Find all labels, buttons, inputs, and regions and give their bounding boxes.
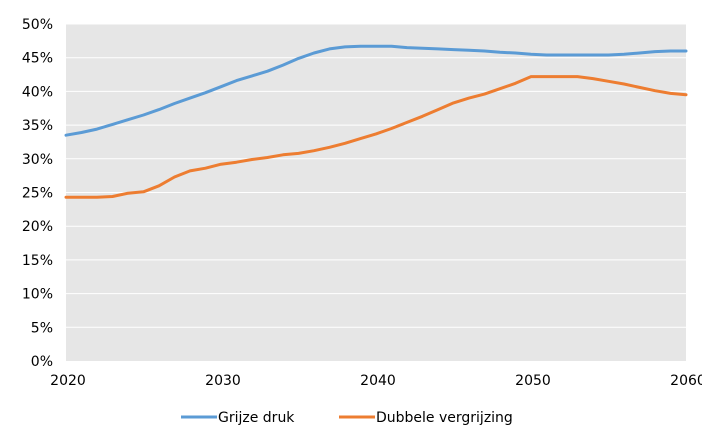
y-tick-label: 15% bbox=[22, 253, 53, 269]
y-tick-label: 20% bbox=[22, 219, 53, 235]
y-tick-label: 35% bbox=[22, 118, 53, 134]
legend-label: Dubbele vergrijzing bbox=[376, 410, 513, 425]
series-line-2 bbox=[64, 75, 688, 199]
legend: Grijze druk Dubbele vergrijzing bbox=[181, 410, 513, 426]
gridlines bbox=[66, 23, 686, 328]
series-lines bbox=[64, 44, 688, 199]
y-tick-label: 10% bbox=[22, 287, 53, 303]
y-axis-ticks: 0% 5% 10% 15% 20% 25% 30% 35% 40% 45% 50% bbox=[22, 17, 53, 370]
x-axis-ticks: 2020 2030 2040 2050 2060 bbox=[50, 373, 702, 389]
x-tick-label: 2020 bbox=[50, 373, 86, 389]
x-tick-label: 2040 bbox=[360, 373, 396, 389]
y-tick-label: 0% bbox=[31, 354, 53, 370]
x-tick-label: 2030 bbox=[205, 373, 241, 389]
y-tick-label: 5% bbox=[31, 320, 53, 336]
x-tick-label: 2060 bbox=[670, 373, 702, 389]
legend-label: Grijze druk bbox=[218, 410, 295, 425]
y-tick-label: 50% bbox=[22, 17, 53, 33]
y-tick-label: 45% bbox=[22, 51, 53, 67]
series-line-1 bbox=[64, 44, 688, 137]
y-tick-label: 30% bbox=[22, 152, 53, 168]
x-tick-label: 2050 bbox=[515, 373, 551, 389]
y-tick-label: 40% bbox=[22, 84, 53, 100]
y-tick-label: 25% bbox=[22, 186, 53, 202]
